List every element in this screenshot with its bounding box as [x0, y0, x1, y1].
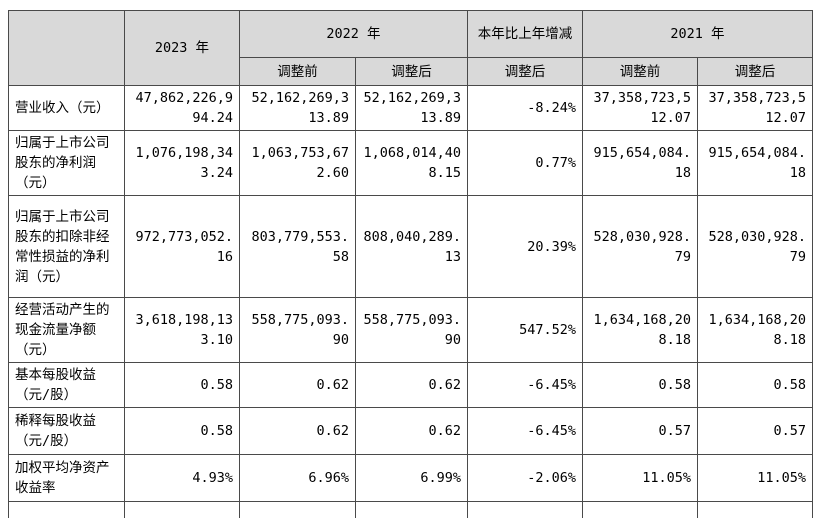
cell-2022-before: 52,162,269,313.89 — [239, 85, 356, 131]
table-row: 基本每股收益（元/股） 0.58 0.62 0.62 -6.45% 0.58 0… — [8, 362, 813, 408]
table-row: 稀释每股收益（元/股） 0.58 0.62 0.62 -6.45% 0.57 0… — [8, 407, 813, 455]
cell-2022-after: 6.99% — [355, 454, 468, 502]
cell-2021-after: 528,030,928.79 — [697, 195, 813, 298]
cell-2021-after: 0.57 — [697, 407, 813, 455]
cell-2022-after: 52,162,269,313.89 — [355, 85, 468, 131]
cutoff-cell — [124, 501, 240, 518]
cell-2023: 1,076,198,343.24 — [124, 130, 240, 196]
cell-2021-before: 37,358,723,512.07 — [582, 85, 698, 131]
cell-2021-before: 528,030,928.79 — [582, 195, 698, 298]
cell-change: -2.06% — [467, 454, 583, 502]
table-row-cutoff — [8, 501, 813, 518]
cell-2023: 3,618,198,133.10 — [124, 297, 240, 363]
row-label: 基本每股收益（元/股） — [8, 362, 125, 408]
cell-change: 0.77% — [467, 130, 583, 196]
header-change-after: 调整后 — [467, 57, 583, 86]
cell-2021-before: 1,634,168,208.18 — [582, 297, 698, 363]
cell-2023: 47,862,226,994.24 — [124, 85, 240, 131]
cell-2021-after: 915,654,084.18 — [697, 130, 813, 196]
cell-2021-before: 0.57 — [582, 407, 698, 455]
table-row: 归属于上市公司股东的净利润（元） 1,076,198,343.24 1,063,… — [8, 130, 813, 196]
cutoff-cell — [582, 501, 698, 518]
cell-change: -6.45% — [467, 407, 583, 455]
table-row: 营业收入（元） 47,862,226,994.24 52,162,269,313… — [8, 85, 813, 131]
row-label: 归属于上市公司股东的扣除非经常性损益的净利润（元） — [8, 195, 125, 298]
cell-2022-after: 0.62 — [355, 407, 468, 455]
cell-2022-before: 803,779,553.58 — [239, 195, 356, 298]
cutoff-cell — [8, 501, 125, 518]
cell-2021-after: 37,358,723,512.07 — [697, 85, 813, 131]
table-row: 归属于上市公司股东的扣除非经常性损益的净利润（元） 972,773,052.16… — [8, 195, 813, 298]
cell-2022-before: 0.62 — [239, 362, 356, 408]
cell-change: 20.39% — [467, 195, 583, 298]
cutoff-cell — [355, 501, 468, 518]
header-corner-cell — [8, 10, 125, 86]
row-label: 经营活动产生的现金流量净额（元） — [8, 297, 125, 363]
header-2023: 2023 年 — [124, 10, 240, 86]
table-row: 经营活动产生的现金流量净额（元） 3,618,198,133.10 558,77… — [8, 297, 813, 363]
cell-2022-after: 1,068,014,408.15 — [355, 130, 468, 196]
cutoff-cell — [697, 501, 813, 518]
header-2022-after: 调整后 — [355, 57, 468, 86]
header-2021: 2021 年 — [582, 10, 813, 58]
cell-2021-before: 0.58 — [582, 362, 698, 408]
row-label: 加权平均净资产收益率 — [8, 454, 125, 502]
cell-change: -6.45% — [467, 362, 583, 408]
row-label: 稀释每股收益（元/股） — [8, 407, 125, 455]
cell-2022-before: 6.96% — [239, 454, 356, 502]
cell-2022-before: 1,063,753,672.60 — [239, 130, 356, 196]
header-row-adjust: 调整前 调整后 调整后 调整前 调整后 — [9, 57, 813, 86]
cell-2021-before: 915,654,084.18 — [582, 130, 698, 196]
cell-2023: 0.58 — [124, 407, 240, 455]
cell-2023: 0.58 — [124, 362, 240, 408]
cell-change: 547.52% — [467, 297, 583, 363]
row-label: 营业收入（元） — [8, 85, 125, 131]
cell-2021-before: 11.05% — [582, 454, 698, 502]
cell-2021-after: 1,634,168,208.18 — [697, 297, 813, 363]
cell-2021-after: 0.58 — [697, 362, 813, 408]
row-label: 归属于上市公司股东的净利润（元） — [8, 130, 125, 196]
cell-2023: 972,773,052.16 — [124, 195, 240, 298]
header-change: 本年比上年增减 — [467, 10, 583, 58]
cell-2021-after: 11.05% — [697, 454, 813, 502]
cell-2022-before: 558,775,093.90 — [239, 297, 356, 363]
header-2022-before: 调整前 — [239, 57, 356, 86]
cutoff-cell — [467, 501, 583, 518]
cell-2023: 4.93% — [124, 454, 240, 502]
cell-change: -8.24% — [467, 85, 583, 131]
cell-2022-after: 558,775,093.90 — [355, 297, 468, 363]
header-2021-after: 调整后 — [697, 57, 813, 86]
cell-2022-after: 0.62 — [355, 362, 468, 408]
table-row: 加权平均净资产收益率 4.93% 6.96% 6.99% -2.06% 11.0… — [8, 454, 813, 502]
financial-indicators-table: 2023 年 2022 年 本年比上年增减 2021 年 调整前 调整后 调整后… — [8, 10, 813, 518]
header-2022: 2022 年 — [239, 10, 468, 58]
cell-2022-before: 0.62 — [239, 407, 356, 455]
cutoff-cell — [239, 501, 356, 518]
header-row-years: 2023 年 2022 年 本年比上年增减 2021 年 — [8, 10, 813, 86]
header-2021-before: 调整前 — [582, 57, 698, 86]
cell-2022-after: 808,040,289.13 — [355, 195, 468, 298]
